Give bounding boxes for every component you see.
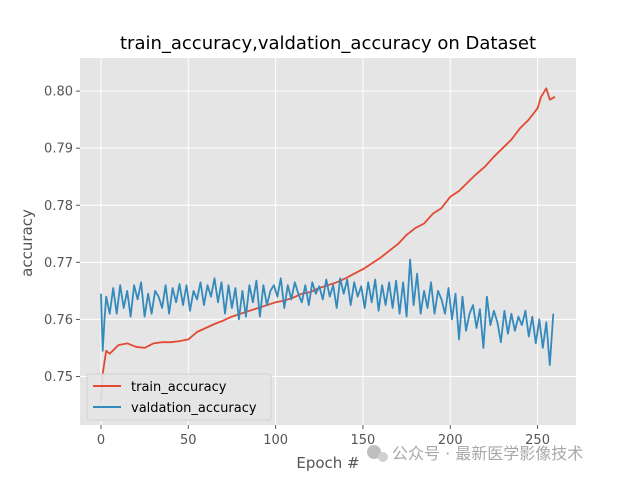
plot-area [80,58,576,425]
x-tick-label: 200 [438,433,463,448]
y-tick-label: 0.80 [44,85,73,100]
series-lines [100,87,556,403]
x-tick-label: 150 [351,433,376,448]
y-tick-label: 0.75 [44,370,73,385]
y-tick-label: 0.78 [44,199,73,214]
x-tick-label: 100 [263,433,288,448]
y-axis-ticks: 0.75 0.76 0.77 0.78 0.79 0.80 [44,85,80,385]
y-tick-label: 0.79 [44,142,73,157]
x-axis-label: Epoch # [296,454,359,472]
legend: train_accuracy valdation_accuracy [86,373,272,421]
x-tick-label: 50 [180,433,197,448]
x-axis-ticks: 0 50 100 150 200 250 [97,425,550,448]
chart-title: train_accuracy,valdation_accuracy on Dat… [120,33,536,54]
legend-box [86,373,272,421]
y-tick-label: 0.77 [44,256,73,271]
x-tick-label: 0 [97,433,105,448]
y-axis-label: accuracy [18,209,36,277]
legend-label-validation-accuracy: valdation_accuracy [131,401,257,416]
watermark: 公众号 · 最新医学影像技术 [367,444,583,463]
grid [80,58,576,425]
y-tick-label: 0.76 [44,313,73,328]
x-tick-label: 250 [525,433,550,448]
wechat-icon-secondary [378,452,388,462]
wechat-icon [367,445,381,459]
legend-label-train-accuracy: train_accuracy [131,380,227,395]
series-line-validation-accuracy [100,258,555,367]
watermark-text: 公众号 · 最新医学影像技术 [392,444,583,463]
